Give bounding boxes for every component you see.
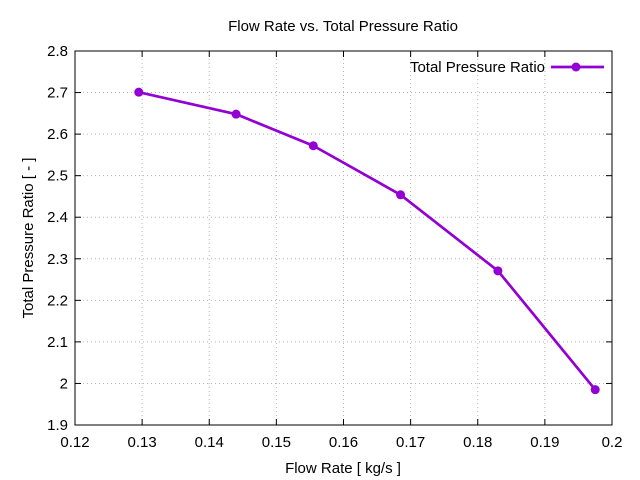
y-tick-label: 2 [60, 375, 68, 392]
chart-title: Flow Rate vs. Total Pressure Ratio [228, 18, 458, 35]
x-tick-label: 0.2 [602, 434, 623, 451]
series-line [137, 90, 597, 392]
tick-label-layer: 0.12 0.13 0.14 0.15 0.16 0.17 0.18 0.19 0.2 1.9 2 2… [47, 43, 622, 451]
data-point-marker [396, 190, 406, 200]
x-tick-label: 0.14 [195, 434, 224, 451]
x-tick-label: 0.16 [329, 434, 358, 451]
legend: Total Pressure Ratio [410, 59, 604, 76]
y-tick-label: 2.5 [47, 168, 68, 185]
x-tick-label: 0.15 [262, 434, 291, 451]
y-tick-label: 2.2 [47, 292, 68, 309]
y-tick-label: 2.7 [47, 85, 68, 102]
data-point-marker [231, 109, 241, 119]
x-tick-label: 0.13 [128, 434, 157, 451]
y-tick-label: 2.4 [47, 209, 68, 226]
x-tick-label: 0.12 [60, 434, 89, 451]
data-point-marker [134, 87, 144, 97]
y-tick-label: 1.9 [47, 417, 68, 434]
y-tick-label: 2.1 [47, 334, 68, 351]
data-point-marker [590, 385, 600, 395]
x-tick-label: 0.18 [463, 434, 492, 451]
y-axis-label: Total Pressure Ratio [ - ] [20, 158, 37, 319]
plot-frame [74, 50, 613, 426]
y-tick-label: 2.8 [47, 43, 68, 60]
data-point-marker [308, 141, 318, 151]
grid-layer [74, 50, 613, 426]
plot-border [74, 50, 613, 426]
x-tick-label: 0.17 [396, 434, 425, 451]
series-layer [134, 87, 600, 395]
legend-marker-icon [571, 62, 581, 72]
y-tick-label: 2.3 [47, 251, 68, 268]
legend-label: Total Pressure Ratio [410, 59, 545, 76]
data-point-marker [493, 266, 503, 276]
y-tick-label: 2.6 [47, 126, 68, 143]
x-axis-label: Flow Rate [ kg/s ] [285, 460, 401, 477]
x-tick-label: 0.19 [530, 434, 559, 451]
